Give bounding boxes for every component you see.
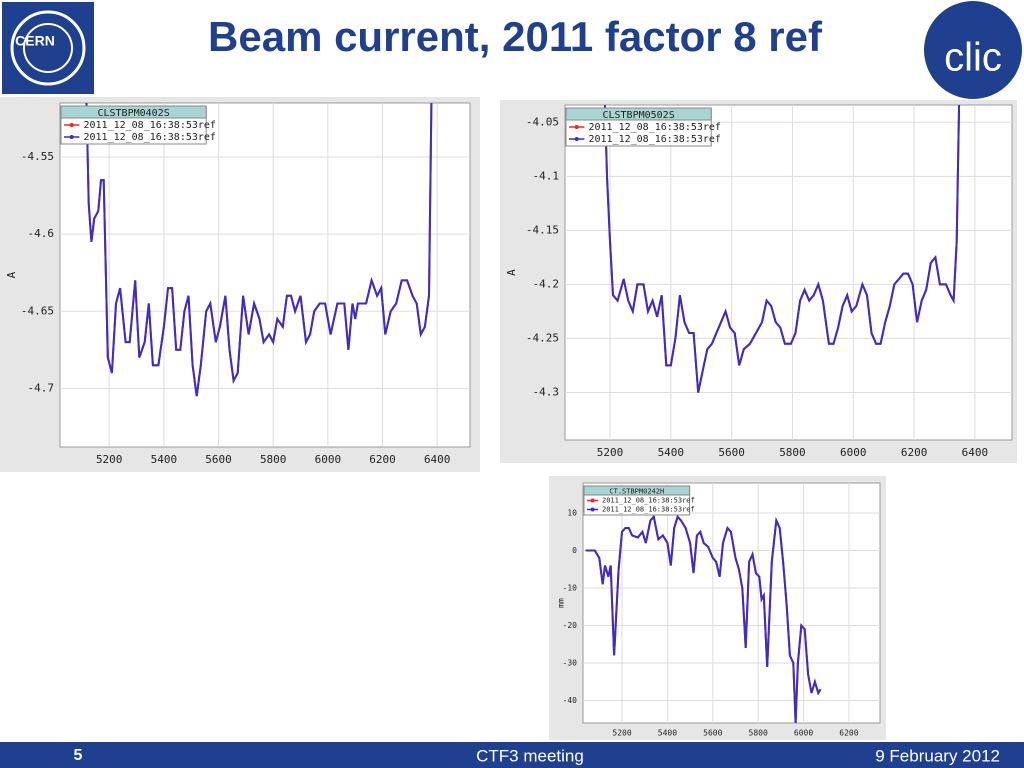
x-tick-label: 6200 [839, 729, 858, 738]
legend-title-bg [583, 485, 691, 496]
y-tick-label: -4.25 [526, 331, 559, 344]
x-tick-label: 6000 [840, 446, 867, 459]
y-tick-label: -4.65 [21, 304, 54, 317]
legend-entry: 2011_12_08_16:38:53ref [589, 134, 721, 145]
legend-swatch [574, 125, 579, 129]
x-tick-label: 6000 [315, 453, 342, 466]
x-tick-label: 5600 [718, 446, 745, 459]
y-tick-label: 10 [567, 509, 577, 518]
legend-title-bg [565, 107, 712, 121]
page-number: 5 [74, 747, 83, 764]
chart: 5200 5400 5600 5800 6000 6200 6400 -4.05 -4.1 -4.… [500, 100, 1017, 463]
y-tick-label: -40 [563, 696, 578, 705]
legend-title: CLSTBPM0402S [97, 108, 169, 119]
y-tick-label: -4.15 [526, 223, 559, 236]
x-tick-label: 5800 [779, 446, 806, 459]
x-tick-label: 5800 [749, 729, 768, 738]
clic-logo: clic [924, 1, 1022, 99]
y-tick-label: -4.6 [28, 227, 55, 240]
cern-logo-ring [10, 10, 86, 86]
x-tick-label: 5800 [260, 453, 287, 466]
y-tick-label: -4.05 [526, 115, 559, 128]
y-axis-label: A [505, 269, 518, 276]
y-tick-label: -10 [563, 584, 578, 593]
y-tick-label: -4.7 [28, 381, 55, 394]
legend-swatch [69, 135, 74, 139]
plot-area [582, 482, 881, 724]
y-tick-label: -30 [563, 659, 578, 668]
legend-entry: 2011_12_08_16:38:53ref [602, 497, 695, 505]
x-tick-label: 6200 [901, 446, 928, 459]
plot-area [59, 102, 471, 448]
slide-title: Beam current, 2011 factor 8 ref [208, 13, 823, 60]
legend-entry: 2011_12_08_16:38:53ref [589, 122, 721, 133]
legend-title-bg [60, 105, 207, 119]
x-tick-label: 5400 [151, 453, 178, 466]
chart: 5200 5400 5600 5800 6000 6200 10 0 -10 -20 -30 -40 m… [549, 476, 886, 740]
legend-entry: 2011_12_08_16:38:53ref [84, 132, 216, 143]
y-tick-label: -4.2 [533, 277, 560, 290]
x-tick-label: 5200 [96, 453, 123, 466]
footer-band [0, 742, 1024, 768]
clic-logo-text: clic [944, 36, 1002, 80]
x-tick-label: 5200 [597, 446, 624, 459]
x-tick-label: 5400 [658, 446, 685, 459]
cern-logo-bg [2, 2, 94, 94]
footer-center: CTF3 meeting [476, 746, 584, 765]
y-tick-label: -4.3 [533, 385, 560, 398]
plot-area [564, 104, 1013, 441]
x-tick-label: 6000 [794, 729, 813, 738]
legend-swatch [574, 137, 579, 141]
chart: 5200 5400 5600 5800 6000 6200 6400 -4.55 -4.6 -4.… [0, 97, 480, 472]
y-tick-label: 0 [572, 546, 577, 555]
y-tick-label: -4.1 [533, 169, 560, 182]
cern-logo: CERN [2, 2, 94, 94]
legend-title: CT.STBPM0242H [609, 488, 664, 496]
series-line [585, 514, 822, 723]
footer-right: 9 February 2012 [875, 746, 1000, 765]
legend-entry: 2011_12_08_16:38:53ref [602, 506, 695, 514]
y-axis-label: A [5, 271, 18, 278]
x-tick-label: 5200 [612, 729, 631, 738]
legend-swatch [590, 498, 595, 503]
legend-swatch [590, 507, 595, 512]
series-line [85, 103, 433, 397]
legend-swatch [69, 123, 74, 127]
y-tick-label: -20 [563, 621, 578, 630]
x-tick-label: 6400 [962, 446, 989, 459]
x-tick-label: 6200 [369, 453, 396, 466]
series-line [603, 105, 961, 393]
legend-title: CLSTBPM0502S [602, 110, 674, 121]
x-tick-label: 5600 [703, 729, 722, 738]
legend-entry: 2011_12_08_16:38:53ref [84, 120, 216, 131]
y-tick-label: -4.55 [21, 150, 54, 163]
cern-logo-text: CERN [15, 33, 55, 49]
cern-logo-ring [23, 23, 73, 73]
x-tick-label: 5400 [658, 729, 677, 738]
y-axis-label: mm [557, 598, 566, 608]
clic-logo-bg [924, 1, 1022, 99]
x-tick-label: 5600 [205, 453, 232, 466]
x-tick-label: 6400 [424, 453, 451, 466]
